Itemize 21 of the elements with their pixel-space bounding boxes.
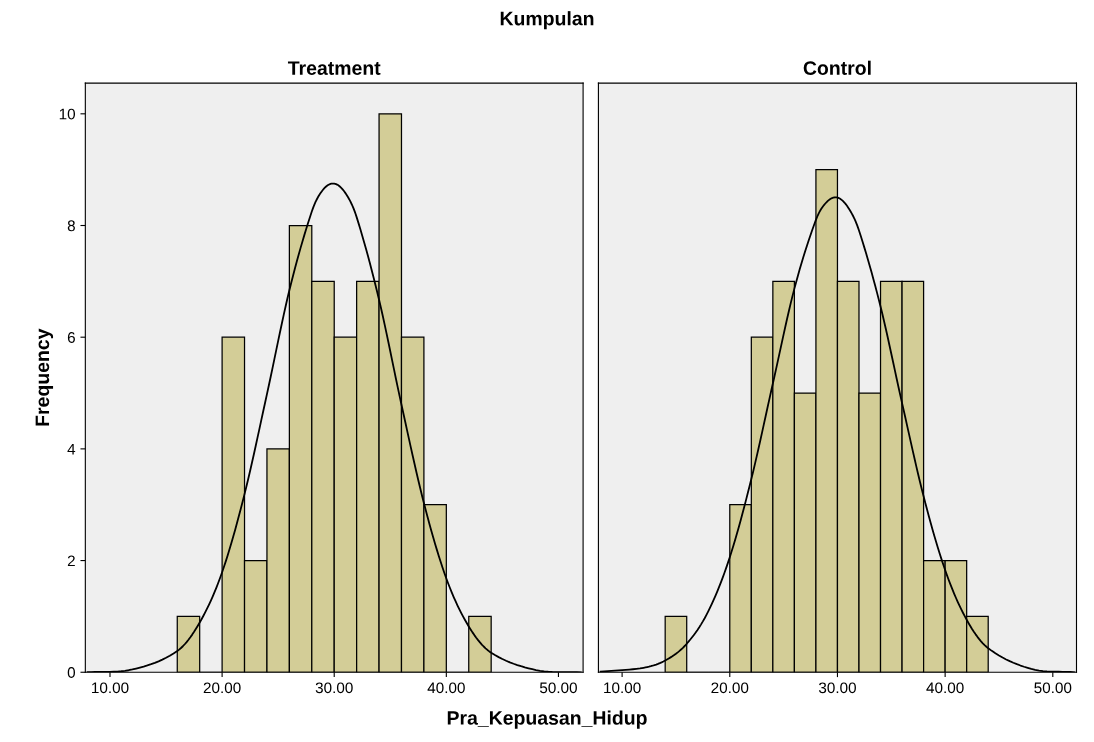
- x-tick-label: 20.00: [203, 682, 241, 694]
- x-tick-label: 10.00: [92, 682, 129, 694]
- x-axis-title: Pra_Kepuasan_Hidup: [447, 710, 647, 729]
- x-tick-label: 40.00: [926, 682, 964, 694]
- x-tick-label: 30.00: [315, 682, 353, 694]
- x-tick-label: 40.00: [427, 682, 465, 694]
- chart-title: Control: [803, 60, 871, 75]
- x-tick-label: 50.00: [539, 682, 577, 694]
- y-tick-label: 6: [67, 332, 75, 343]
- x-tick-label: 50.00: [1034, 682, 1072, 694]
- y-tick-label: 2: [67, 555, 75, 567]
- y-tick-label: 8: [67, 220, 75, 232]
- x-tick-label: 30.00: [818, 682, 856, 694]
- x-tick-label: 20.00: [711, 682, 749, 694]
- chart-title: Treatment: [287, 61, 381, 75]
- y-tick-label: 0: [67, 667, 76, 678]
- y-tick-label: 4: [67, 443, 76, 455]
- text: Kumpulan: [500, 11, 594, 30]
- x-tick-label: 10.00: [604, 682, 641, 694]
- y-tick-label: 10: [59, 108, 76, 120]
- y-axis-title: Frequency: [35, 328, 54, 426]
